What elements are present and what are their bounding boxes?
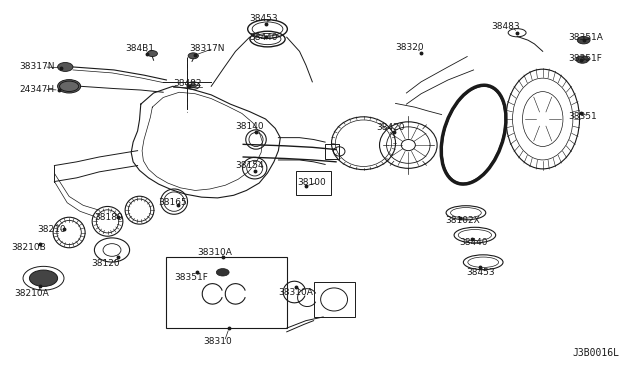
Text: 38189: 38189 (95, 213, 124, 222)
Text: 38310: 38310 (204, 337, 232, 346)
Circle shape (58, 80, 81, 93)
Bar (296, 171, 331, 195)
Text: 38440: 38440 (250, 33, 278, 42)
Text: 38120: 38120 (91, 259, 120, 268)
Text: 38351F: 38351F (174, 273, 208, 282)
Text: 38210B: 38210B (12, 243, 46, 252)
Text: 38320: 38320 (396, 43, 424, 52)
Text: 38100: 38100 (298, 178, 326, 187)
Text: 38317N: 38317N (189, 44, 224, 53)
Text: 38453: 38453 (250, 14, 278, 23)
Circle shape (188, 53, 198, 59)
Text: J3B0016L: J3B0016L (573, 348, 620, 358)
Text: 38453: 38453 (466, 268, 495, 277)
Text: 38154: 38154 (236, 161, 264, 170)
Text: 24347H: 24347H (19, 85, 54, 94)
Circle shape (577, 36, 590, 44)
Text: 38482: 38482 (173, 79, 202, 88)
Text: 38483: 38483 (492, 22, 520, 31)
Text: 38165: 38165 (159, 198, 188, 207)
Circle shape (216, 269, 229, 276)
Bar (314, 282, 355, 317)
Text: 38440: 38440 (460, 238, 488, 247)
Text: 384B1: 384B1 (125, 44, 154, 53)
Circle shape (147, 51, 157, 57)
Text: 38140: 38140 (236, 122, 264, 131)
Circle shape (29, 270, 58, 286)
Text: 38210A: 38210A (14, 289, 49, 298)
Text: 38102X: 38102X (445, 216, 479, 225)
Text: 38317N: 38317N (19, 62, 54, 71)
Text: 38351: 38351 (568, 112, 597, 121)
Text: 38210: 38210 (37, 225, 66, 234)
Bar (325, 144, 339, 159)
Text: 38310A: 38310A (197, 248, 232, 257)
Text: 38420: 38420 (376, 123, 405, 132)
Text: 38351F: 38351F (568, 54, 602, 63)
Text: 38310A: 38310A (278, 288, 313, 296)
Text: 38351A: 38351A (568, 33, 603, 42)
Bar (166, 257, 287, 328)
Circle shape (190, 84, 196, 87)
Circle shape (576, 56, 589, 63)
Circle shape (58, 62, 73, 71)
